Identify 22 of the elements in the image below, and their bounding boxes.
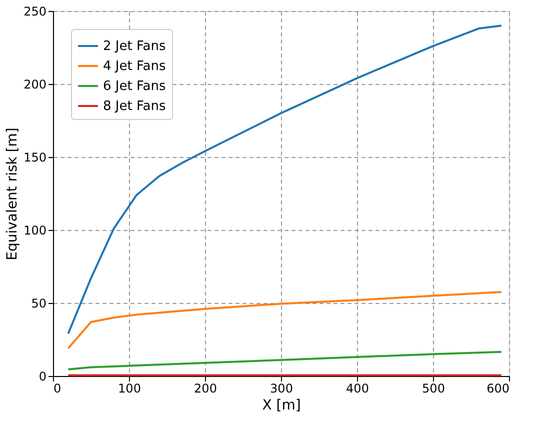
x-tick-label: 200	[194, 382, 217, 396]
x-tick-label: 400	[346, 382, 369, 396]
x-tick-label: 500	[422, 382, 445, 396]
legend-label: 2 Jet Fans	[103, 39, 166, 54]
x-tick-label: 600	[486, 382, 510, 396]
x-axis-title: X [m]	[262, 398, 301, 414]
legend-label: 6 Jet Fans	[103, 79, 166, 94]
y-tick-label: 50	[31, 296, 46, 310]
legend-label: 8 Jet Fans	[103, 99, 166, 114]
y-tick-label: 100	[24, 224, 46, 238]
y-tick-label: 200	[24, 78, 46, 92]
x-tick-label: 100	[118, 382, 141, 396]
y-tick-label: 0	[38, 370, 46, 384]
legend-label: 4 Jet Fans	[103, 59, 166, 74]
y-tick-label: 150	[24, 150, 46, 164]
x-tick-label: 0	[54, 382, 62, 396]
line-series	[67, 291, 502, 350]
y-tick-label: 250	[24, 4, 46, 18]
y-axis-title: Equivalent risk [m]	[4, 128, 21, 260]
x-tick-label: 300	[270, 382, 293, 396]
line-series	[67, 24, 502, 335]
line-series	[67, 350, 502, 370]
